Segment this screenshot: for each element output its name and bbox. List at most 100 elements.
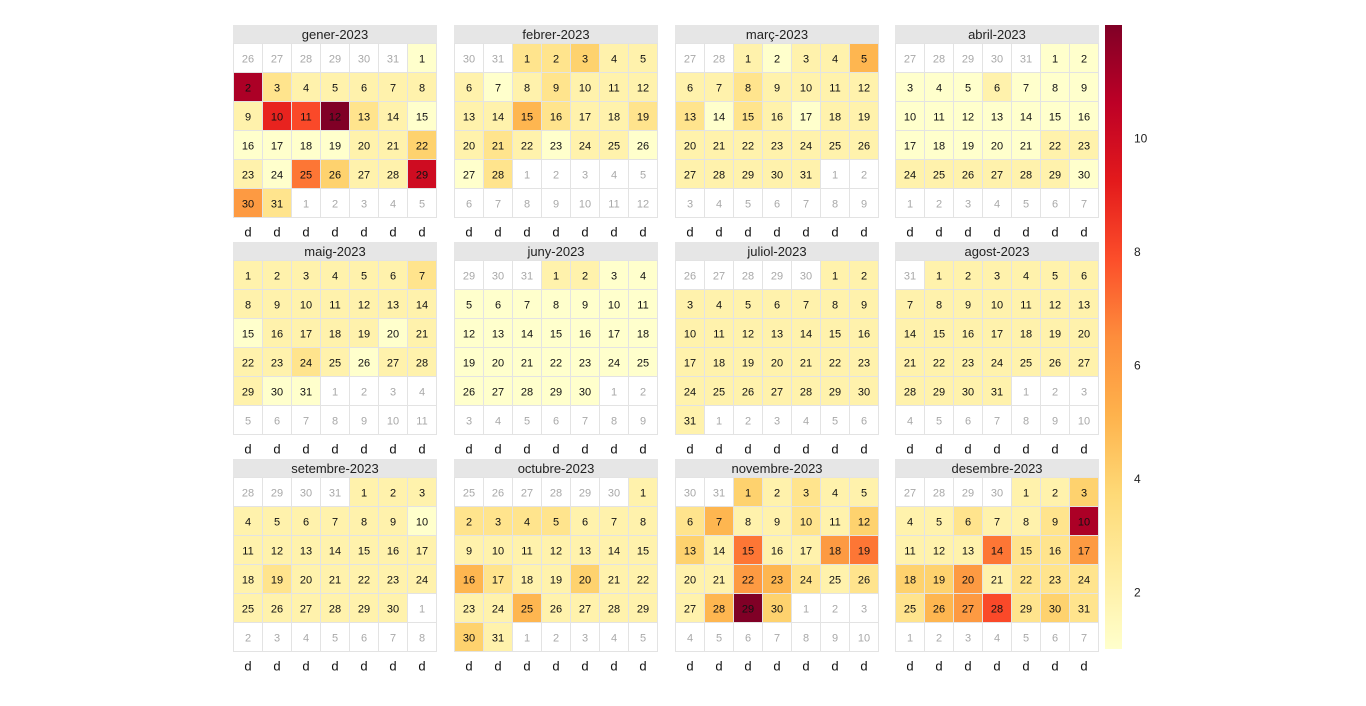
day-label: 20 xyxy=(358,141,370,153)
weekday-label: d xyxy=(906,225,913,240)
day-label: 18 xyxy=(300,141,312,153)
empty-day-label: 2 xyxy=(245,633,251,645)
day-label: 20 xyxy=(463,141,475,153)
month-title: setembre-2023 xyxy=(291,461,378,476)
weekday-label: d xyxy=(244,442,251,457)
day-label: 9 xyxy=(582,300,588,312)
day-cell xyxy=(982,260,1012,290)
day-label: 2 xyxy=(466,517,472,529)
day-cell xyxy=(570,593,600,623)
empty-day-label: 1 xyxy=(832,170,838,182)
weekday-label: d xyxy=(831,659,838,674)
empty-day-cell xyxy=(262,405,292,435)
day-label: 3 xyxy=(495,517,501,529)
empty-day-label: 7 xyxy=(1081,633,1087,645)
day-cell xyxy=(483,289,513,319)
empty-day-cell xyxy=(541,622,571,652)
empty-day-label: 26 xyxy=(242,54,254,66)
day-label: 18 xyxy=(829,546,841,558)
day-label: 16 xyxy=(579,329,591,341)
empty-day-label: 29 xyxy=(271,488,283,500)
month-title: gener-2023 xyxy=(302,27,369,42)
day-cell xyxy=(704,72,734,102)
weekday-label: d xyxy=(523,442,530,457)
day-label: 31 xyxy=(300,387,312,399)
day-cell xyxy=(262,260,292,290)
day-label: 9 xyxy=(965,300,971,312)
day-cell xyxy=(378,477,408,507)
day-cell xyxy=(628,72,658,102)
empty-day-label: 2 xyxy=(553,170,559,182)
day-label: 10 xyxy=(1078,517,1090,529)
weekday-label: d xyxy=(418,659,425,674)
weekday-label: d xyxy=(831,442,838,457)
day-cell xyxy=(378,593,408,623)
empty-day-label: 4 xyxy=(716,199,722,211)
empty-day-label: 5 xyxy=(936,416,942,428)
weekday-label: d xyxy=(686,442,693,457)
empty-day-cell xyxy=(628,405,658,435)
day-cell xyxy=(570,289,600,319)
day-label: 30 xyxy=(771,604,783,616)
day-cell xyxy=(733,43,763,73)
empty-day-label: 28 xyxy=(300,54,312,66)
empty-day-cell xyxy=(320,477,350,507)
empty-day-cell xyxy=(378,43,408,73)
day-label: 21 xyxy=(521,358,533,370)
day-label: 12 xyxy=(358,300,370,312)
day-cell xyxy=(262,535,292,565)
day-label: 3 xyxy=(303,271,309,283)
day-cell xyxy=(675,101,705,131)
empty-day-label: 1 xyxy=(524,170,530,182)
day-cell xyxy=(982,535,1012,565)
day-label: 10 xyxy=(579,83,591,95)
day-label: 25 xyxy=(933,170,945,182)
day-label: 25 xyxy=(521,604,533,616)
empty-day-label: 6 xyxy=(553,416,559,428)
day-label: 16 xyxy=(1078,112,1090,124)
day-label: 28 xyxy=(492,170,504,182)
day-label: 29 xyxy=(242,387,254,399)
empty-day-label: 8 xyxy=(803,633,809,645)
empty-day-cell xyxy=(1040,622,1070,652)
day-label: 20 xyxy=(962,575,974,587)
weekday-label: d xyxy=(1080,442,1087,457)
day-label: 29 xyxy=(1020,604,1032,616)
day-cell xyxy=(512,130,542,160)
weekday-label: d xyxy=(360,225,367,240)
empty-day-cell xyxy=(953,477,983,507)
day-label: 16 xyxy=(771,112,783,124)
weekday-label: d xyxy=(802,659,809,674)
day-label: 13 xyxy=(463,112,475,124)
weekday-label: d xyxy=(715,225,722,240)
day-label: 28 xyxy=(991,604,1003,616)
day-cell xyxy=(291,376,321,406)
day-label: 30 xyxy=(579,387,591,399)
day-label: 5 xyxy=(466,300,472,312)
empty-day-cell xyxy=(628,188,658,218)
day-cell xyxy=(953,376,983,406)
day-label: 11 xyxy=(1020,300,1031,312)
day-cell xyxy=(982,72,1012,102)
day-label: 26 xyxy=(329,170,341,182)
empty-day-label: 10 xyxy=(1078,416,1090,428)
empty-day-label: 3 xyxy=(274,633,280,645)
empty-day-cell xyxy=(953,622,983,652)
weekday-label: d xyxy=(639,225,646,240)
empty-day-label: 29 xyxy=(329,54,341,66)
day-label: 25 xyxy=(713,387,725,399)
day-label: 28 xyxy=(800,387,812,399)
weekday-label: d xyxy=(744,442,751,457)
day-label: 14 xyxy=(492,112,504,124)
weekday-label: d xyxy=(302,442,309,457)
empty-day-label: 11 xyxy=(608,199,619,211)
weekday-label: d xyxy=(581,659,588,674)
day-label: 26 xyxy=(637,141,649,153)
day-cell xyxy=(599,72,629,102)
day-label: 14 xyxy=(416,300,428,312)
weekday-label: d xyxy=(552,442,559,457)
day-cell xyxy=(512,318,542,348)
day-label: 21 xyxy=(991,575,1003,587)
day-cell xyxy=(407,130,437,160)
month-title: octubre-2023 xyxy=(518,461,595,476)
